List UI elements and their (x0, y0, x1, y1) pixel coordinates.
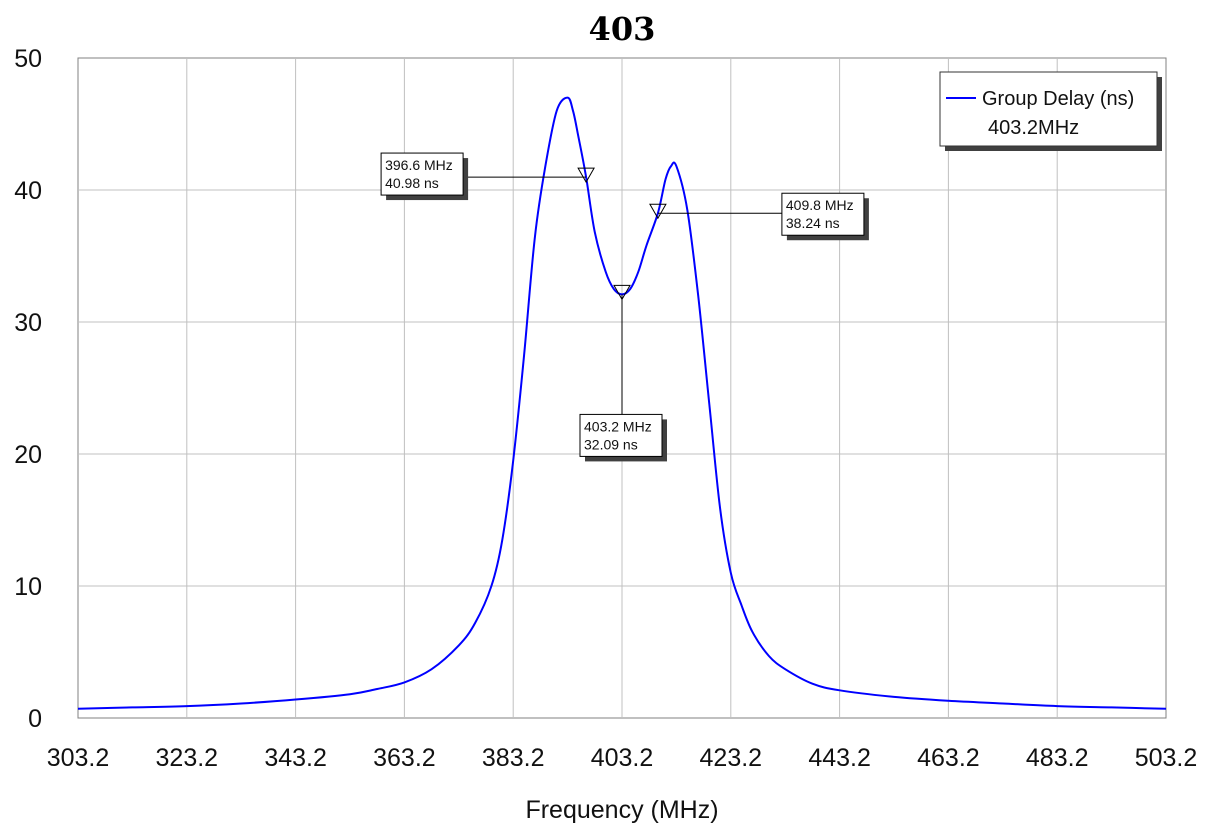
x-tick-label: 343.2 (264, 744, 327, 772)
x-tick-label: 323.2 (156, 744, 219, 772)
marker-value-label: 40.98 ns (385, 175, 439, 191)
marker-frequency-label: 403.2 MHz (584, 418, 652, 434)
x-tick-label: 443.2 (808, 744, 871, 772)
x-tick-label: 363.2 (373, 744, 436, 772)
y-tick-label: 20 (14, 441, 42, 469)
marker-label-box (781, 192, 865, 236)
grid-lines (78, 58, 1166, 718)
chart-title: 403 (589, 10, 656, 48)
marker-triangle-icon (649, 203, 667, 220)
x-tick-label: 483.2 (1026, 744, 1089, 772)
y-tick-label: 0 (28, 705, 42, 733)
marker-triangle-icon (613, 284, 631, 301)
y-tick-label: 40 (14, 177, 42, 205)
y-tick-label: 10 (14, 573, 42, 601)
marker-value-label: 38.24 ns (786, 215, 840, 231)
x-tick-label: 503.2 (1135, 744, 1198, 772)
marker-label-box (579, 413, 663, 457)
legend-subtitle: 403.2MHz (988, 117, 1079, 139)
x-tick-label: 303.2 (47, 744, 110, 772)
markers-layer: 396.6 MHz 40.98 ns 403.2 MHz 32.09 ns 409.8 … (380, 152, 869, 462)
y-tick-label: 50 (14, 45, 42, 73)
marker-label-box (380, 152, 464, 196)
x-tick-label: 423.2 (700, 744, 763, 772)
x-tick-label: 383.2 (482, 744, 545, 772)
marker-frequency-label: 409.8 MHz (786, 197, 854, 213)
y-tick-label: 30 (14, 309, 42, 337)
legend: Group Delay (ns) 403.2MHz (939, 71, 1162, 151)
x-axis-label: Frequency (MHz) (525, 796, 718, 824)
x-tick-label: 463.2 (917, 744, 980, 772)
x-tick-label: 403.2 (591, 744, 654, 772)
legend-box (939, 71, 1158, 147)
legend-series-label: Group Delay (ns) (982, 88, 1134, 110)
marker-frequency-label: 396.6 MHz (385, 157, 453, 173)
marker-value-label: 32.09 ns (584, 436, 638, 452)
tick-labels: 303.2 323.2 343.2 363.2 383.2 403.2 423.2 443.2… (14, 45, 1197, 772)
marker-triangle-icon (577, 167, 595, 184)
